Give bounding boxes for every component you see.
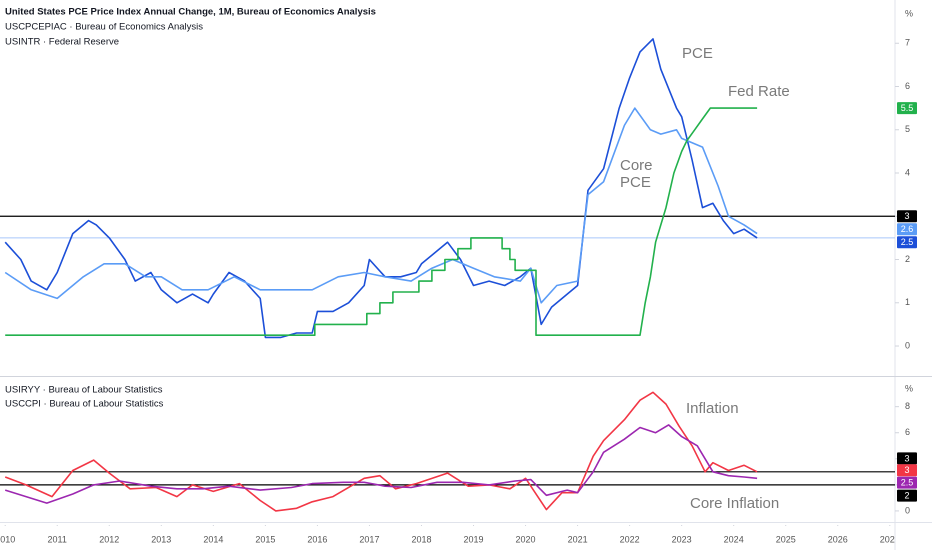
series-annotation: PCE — [682, 45, 713, 62]
y-tick-label: 2 — [905, 254, 910, 264]
x-tick-label: 2016 — [307, 534, 327, 544]
price-label: 3 — [904, 211, 909, 221]
x-tick-label: 2012 — [99, 534, 119, 544]
price-label-box — [897, 223, 917, 236]
series-line — [4, 107, 758, 304]
price-label-box — [897, 452, 917, 465]
source: USCPCEPIAC · Bureau of Economics Analysi… — [5, 22, 203, 33]
price-label: 2 — [904, 490, 909, 500]
y-tick-label: 7 — [905, 38, 910, 48]
y-tick-label: 1 — [905, 297, 910, 307]
chart-title: United States PCE Price Index Annual Cha… — [5, 7, 376, 18]
price-label: 3 — [904, 453, 909, 463]
x-tick-label: 2014 — [203, 534, 223, 544]
price-label-box — [897, 476, 917, 489]
source: USCCPI · Bureau of Labour Statistics — [5, 399, 164, 410]
y-tick-label: 5 — [905, 124, 910, 134]
y-tick-label: 4 — [905, 167, 910, 177]
unit-label: % — [905, 8, 913, 18]
source: USIRYY · Bureau of Labour Statistics — [5, 385, 163, 396]
x-tick-label: 2019 — [464, 534, 484, 544]
x-tick-label: 2022 — [620, 534, 640, 544]
x-tick-label: 2010 — [0, 534, 15, 544]
series-line — [5, 107, 758, 336]
time-axis: 2010 2011 2012 2013 2014 2015 2016 2017 2018 2019… — [0, 525, 900, 544]
series-line — [4, 38, 758, 339]
x-tick-label: 2026 — [828, 534, 848, 544]
unit-label: % — [905, 383, 913, 393]
series-annotation: Inflation — [686, 400, 739, 417]
x-tick-label: 2021 — [568, 534, 588, 544]
x-tick-label: 2023 — [672, 534, 692, 544]
price-label-box — [897, 102, 917, 115]
price-label-box — [897, 210, 917, 223]
x-tick-label: 2027 — [880, 534, 900, 544]
series-annotation: Core Inflation — [690, 495, 779, 512]
x-tick-label: 2011 — [48, 534, 67, 544]
x-tick-label: 2018 — [411, 534, 431, 544]
source: USINTR · Federal Reserve — [5, 37, 119, 48]
y-tick-label: 0 — [905, 505, 910, 515]
price-label-box — [897, 489, 917, 502]
y-tick-label: 6 — [905, 427, 910, 437]
x-tick-label: 2013 — [151, 534, 171, 544]
y-tick-label: 0 — [905, 340, 910, 350]
x-tick-label: 2017 — [359, 534, 379, 544]
price-label-box — [897, 236, 917, 249]
series-annotation: Core PCE — [620, 157, 653, 191]
x-tick-label: 2020 — [516, 534, 536, 544]
y-tick-label: 6 — [905, 81, 910, 91]
series-line — [4, 391, 758, 512]
x-tick-label: 2015 — [255, 534, 275, 544]
price-label: 2.6 — [901, 224, 914, 234]
price-label: 3 — [904, 465, 909, 475]
price-label: 2.5 — [901, 477, 914, 487]
price-label: 5.5 — [901, 103, 914, 113]
x-tick-label: 2024 — [724, 534, 744, 544]
series-annotation: Fed Rate — [728, 83, 790, 100]
series-line — [4, 424, 758, 504]
price-label-box — [897, 464, 917, 477]
price-label: 2.5 — [901, 237, 914, 247]
y-tick-label: 8 — [905, 401, 910, 411]
x-tick-label: 2025 — [776, 534, 796, 544]
